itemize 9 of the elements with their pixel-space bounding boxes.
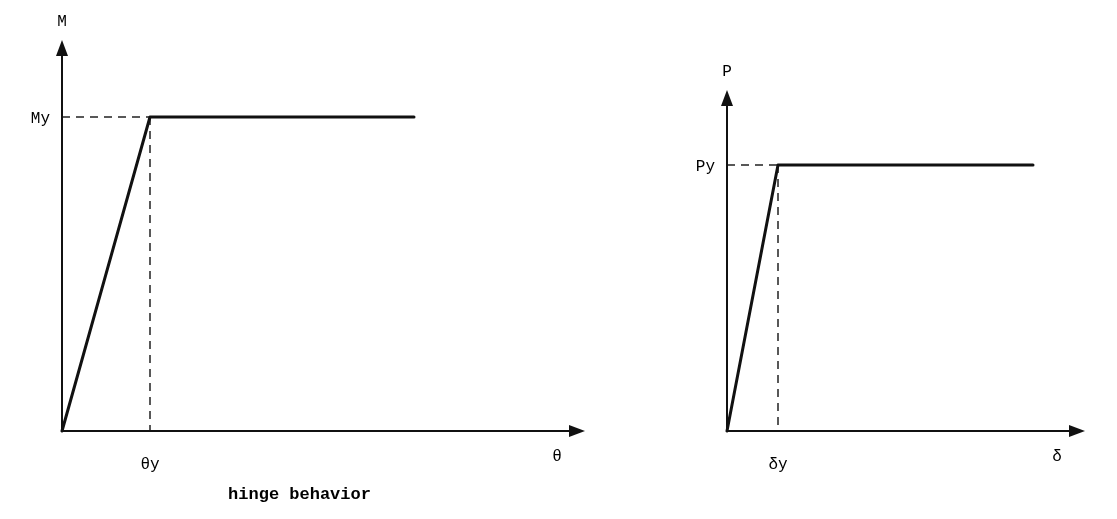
text: θy: [140, 456, 160, 474]
x-axis-title: θ: [552, 448, 562, 466]
text: δy: [768, 456, 788, 474]
y-axis-title: M: [57, 13, 67, 31]
text: hinge behavior: [228, 485, 371, 504]
ref-line-label: Py: [695, 158, 716, 176]
y-axis-title: P: [722, 63, 732, 81]
ref-line-label: My: [30, 110, 51, 128]
x-axis-title: δ: [1052, 448, 1062, 466]
